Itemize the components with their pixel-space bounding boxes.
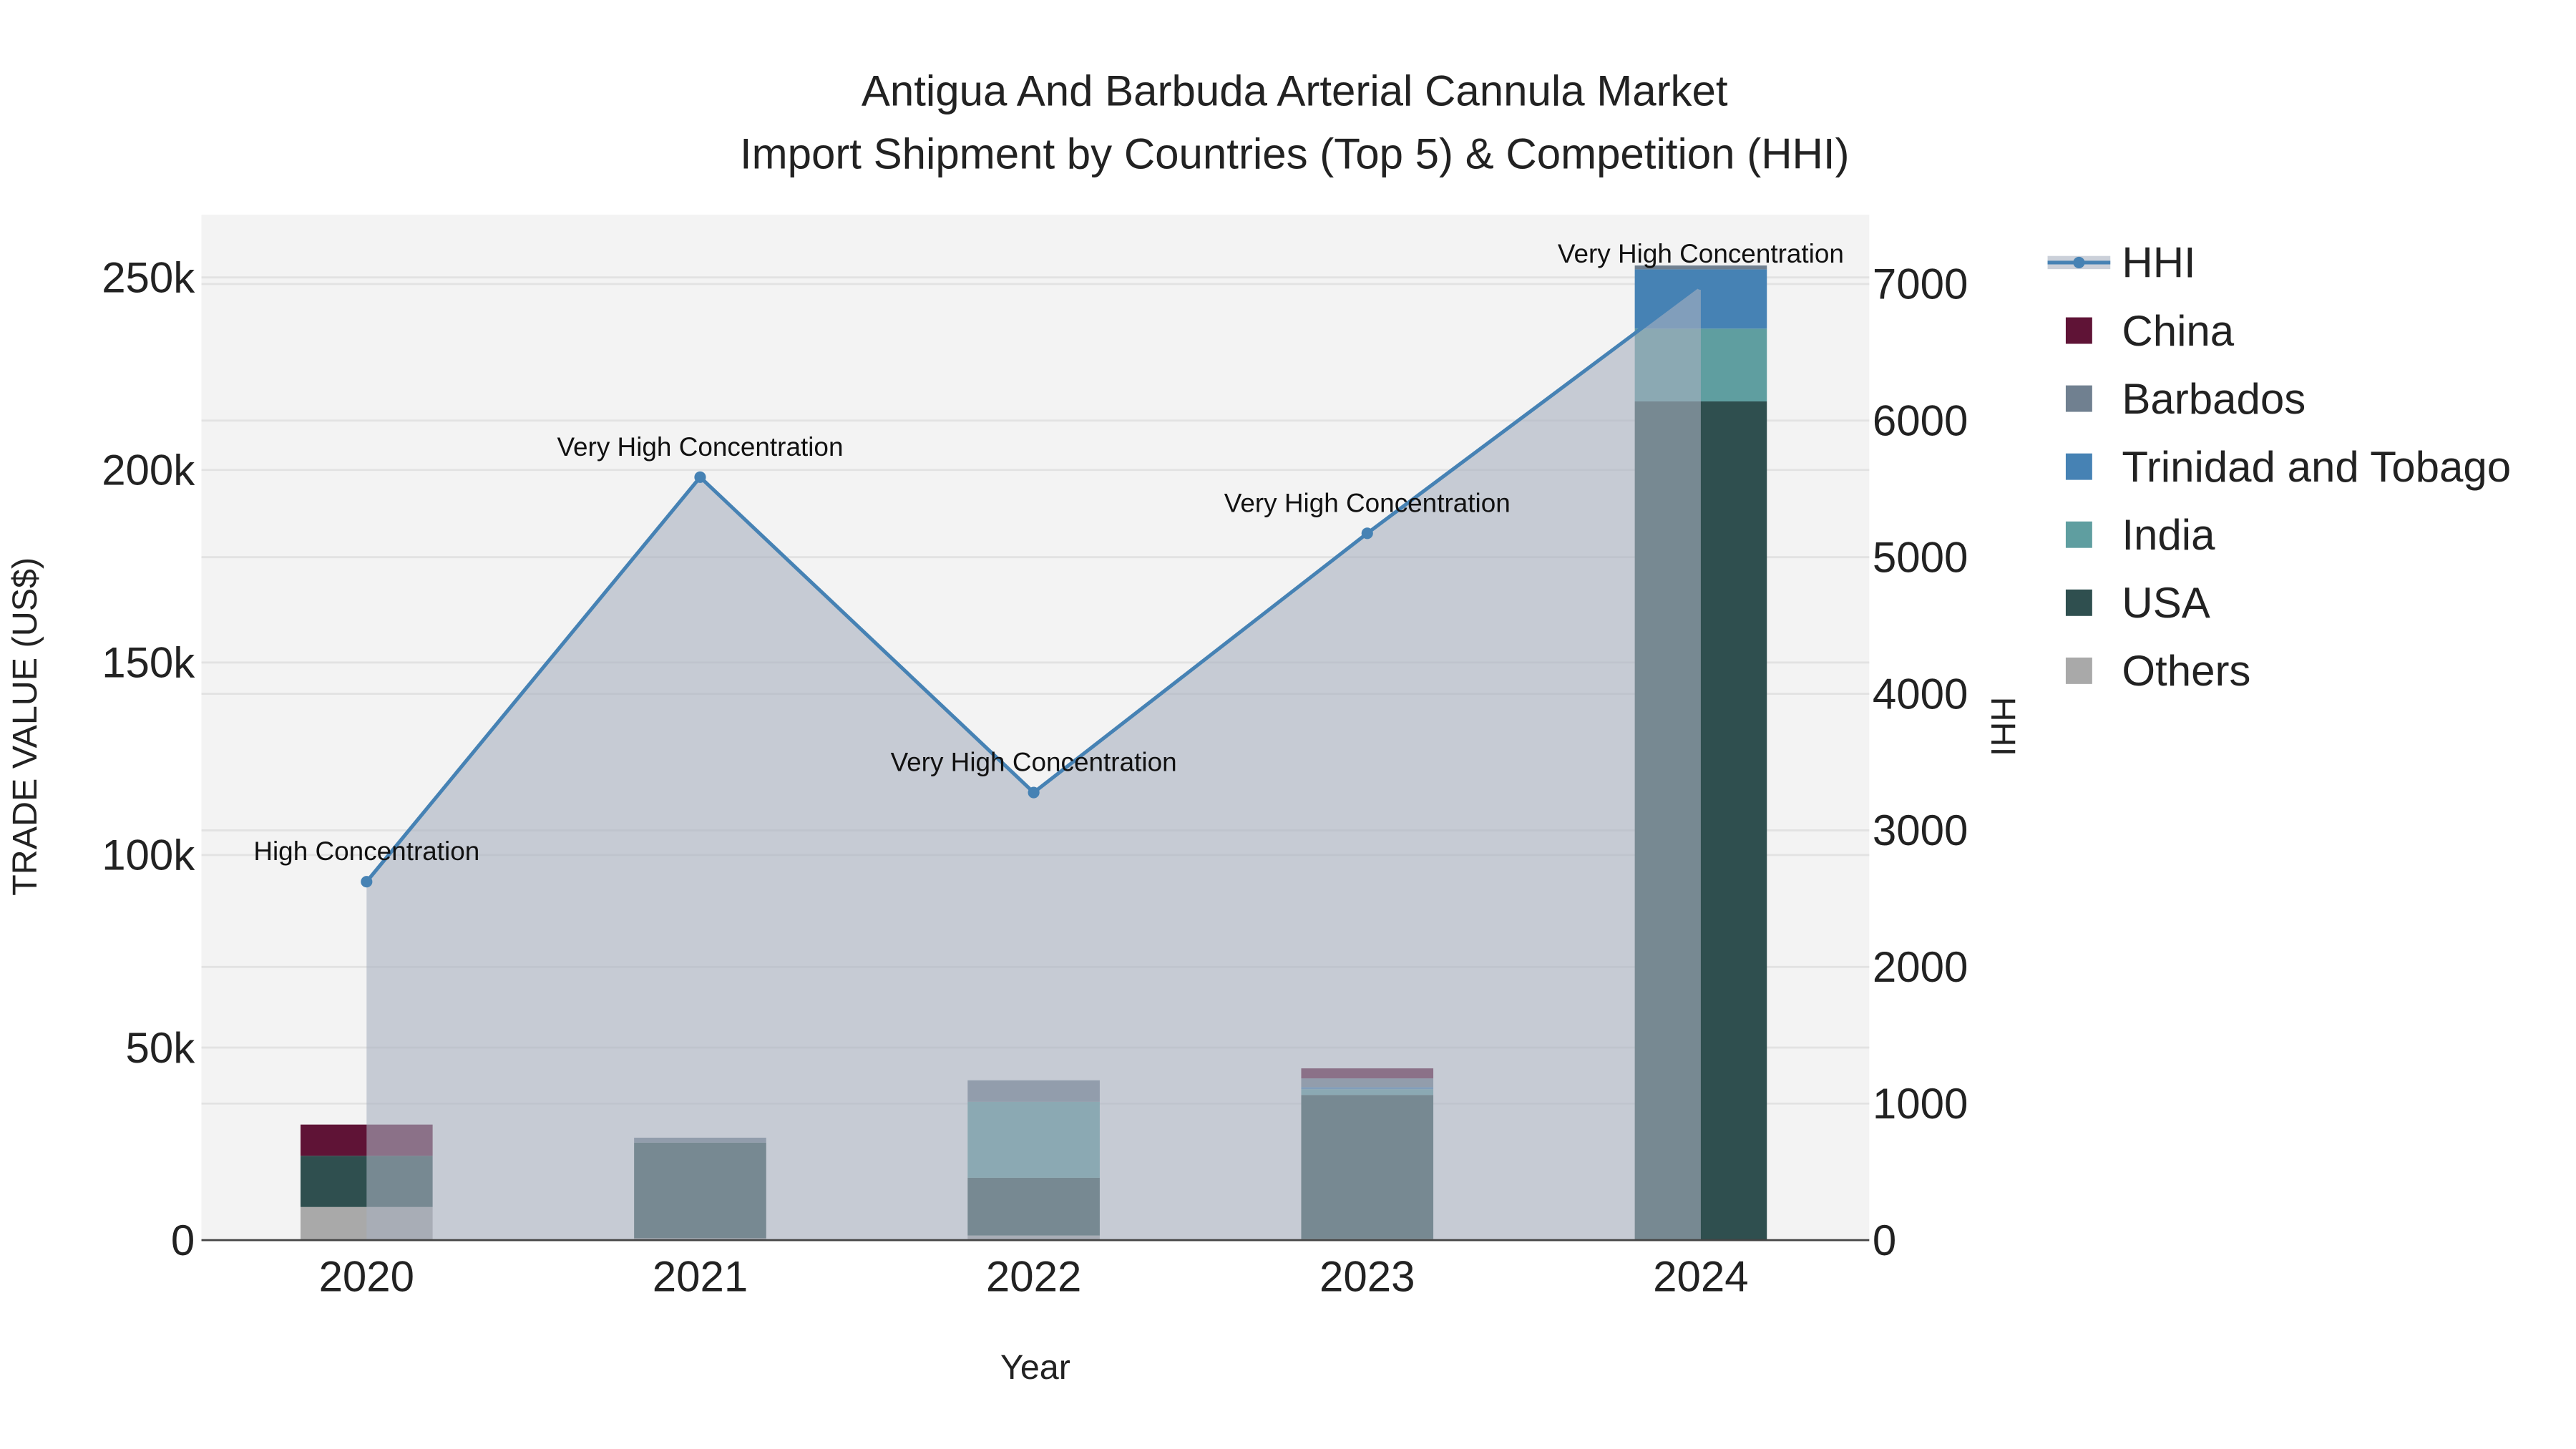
x-tick-label: 2023 (1319, 1253, 1415, 1301)
chart-title-line1: Antigua And Barbuda Arterial Cannula Mar… (862, 67, 1728, 115)
y2-tick-label: 6000 (1873, 397, 1968, 445)
hhi-series: High Concentration Very High Concentratio… (253, 239, 1844, 1241)
hhi-point-2021 (694, 471, 706, 483)
y2-tick-label: 1000 (1873, 1080, 1968, 1128)
x-axis-label: Year (1000, 1348, 1070, 1387)
hhi-annotation-2021: Very High Concentration (557, 432, 843, 462)
legend-swatch-china (2065, 317, 2092, 344)
y2-tick-label: 7000 (1873, 260, 1968, 308)
hhi-annotation-2024: Very High Concentration (1558, 239, 1844, 268)
x-tick-label: 2020 (319, 1253, 414, 1301)
y2-tick-label: 5000 (1873, 533, 1968, 581)
y-tick-label: 150k (102, 639, 195, 687)
y-tick-label: 200k (102, 447, 195, 494)
legend-label-usa: USA (2122, 579, 2210, 627)
legend-swatch-barbados (2065, 385, 2092, 412)
y-axis-ticks: 0 50k 100k 150k 200k 250k (102, 253, 195, 1264)
hhi-point-2023 (1361, 527, 1373, 540)
y2-tick-label: 0 (1873, 1216, 1896, 1264)
legend-label-china: China (2122, 307, 2234, 355)
legend-label-trinidad-and-tobago: Trinidad and Tobago (2122, 443, 2511, 491)
hhi-point-2024 (1694, 278, 1707, 290)
y2-axis-ticks: 0 1000 2000 3000 4000 5000 6000 7000 (1873, 260, 1968, 1264)
y2-tick-label: 2000 (1873, 943, 1968, 991)
y2-tick-label: 3000 (1873, 806, 1968, 854)
bar-barbados-2024 (1634, 265, 1767, 270)
legend-swatch-trinidad-and-tobago (2065, 453, 2092, 480)
legend-label-india: India (2122, 511, 2215, 559)
legend-swatch-usa (2065, 589, 2092, 616)
x-axis-ticks: 2020 2021 2022 2023 2024 (319, 1253, 1749, 1301)
y-tick-label: 100k (102, 831, 195, 879)
x-tick-label: 2024 (1653, 1253, 1748, 1301)
chart-title-line2: Import Shipment by Countries (Top 5) & C… (740, 130, 1850, 177)
y2-tick-label: 4000 (1873, 670, 1968, 718)
y2-axis-label: HHI (1984, 697, 2022, 756)
legend: HHI China Barbados Trinidad and Tobago India… (2047, 239, 2511, 695)
x-tick-label: 2022 (986, 1253, 1081, 1301)
hhi-area (366, 283, 1701, 1241)
hhi-annotation-2023: Very High Concentration (1224, 488, 1511, 517)
legend-label-barbados: Barbados (2122, 375, 2306, 423)
legend-swatch-india (2065, 521, 2092, 548)
y-tick-label: 0 (171, 1216, 195, 1264)
x-tick-label: 2021 (653, 1253, 748, 1301)
legend-swatch-others (2065, 657, 2092, 684)
legend-swatch-hhi-marker (2073, 256, 2085, 268)
legend-label-hhi: HHI (2122, 239, 2195, 287)
y-axis-label: TRADE VALUE (US$) (6, 557, 44, 896)
y-tick-label: 250k (102, 253, 195, 301)
y-tick-label: 50k (126, 1024, 196, 1072)
hhi-annotation-2020: High Concentration (253, 836, 479, 866)
hhi-point-2022 (1028, 786, 1040, 799)
hhi-annotation-2022: Very High Concentration (891, 748, 1177, 777)
hhi-point-2020 (361, 876, 373, 888)
legend-label-others: Others (2122, 647, 2250, 695)
